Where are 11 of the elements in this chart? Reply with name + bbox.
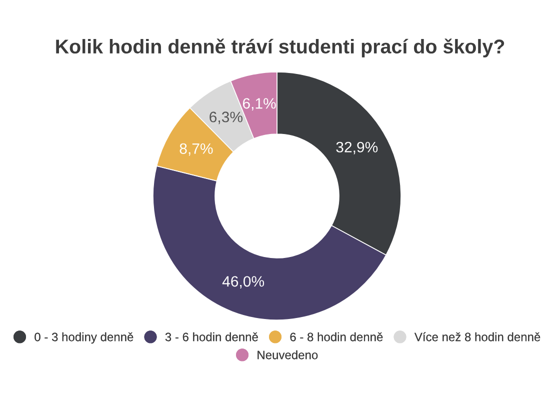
legend-label: Více než 8 hodin denně	[414, 332, 540, 342]
legend-label: 3 - 6 hodin denně	[165, 332, 258, 342]
legend-label: Neuvedeno	[258, 350, 318, 360]
data-label: 6,3%	[210, 112, 243, 124]
data-label: 32,9%	[336, 142, 378, 154]
data-label: 46,0%	[222, 276, 264, 288]
data-label: 8,7%	[180, 143, 213, 156]
legend-label: 0 - 3 hodiny denně	[34, 332, 134, 344]
data-label: 6,1%	[242, 98, 276, 110]
chart-title: Kolik hodin denně tráví studenti prací do školy?	[56, 38, 504, 58]
legend-label: 6 - 8 hodin denně	[290, 332, 383, 342]
